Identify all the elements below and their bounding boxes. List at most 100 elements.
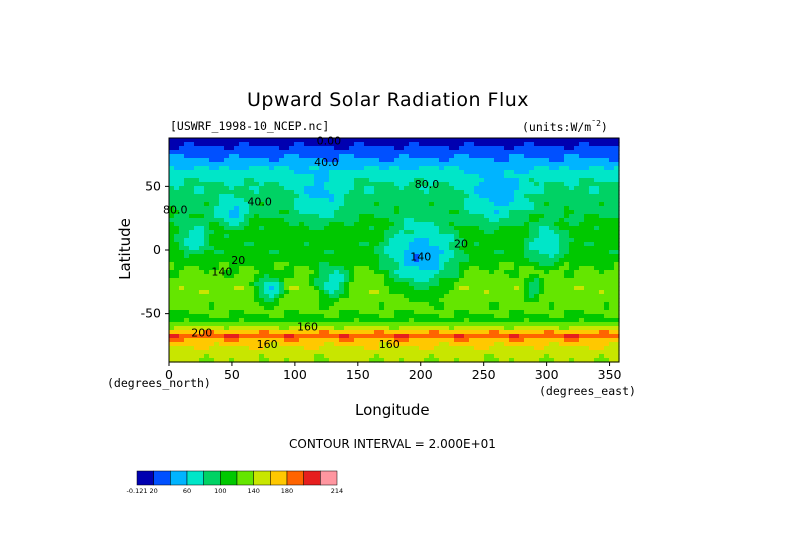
field-cell (459, 246, 465, 251)
field-cell (599, 314, 605, 319)
field-cell (519, 262, 525, 267)
field-cell (484, 290, 490, 295)
field-cell (474, 318, 480, 323)
field-cell (334, 150, 340, 155)
field-cell (549, 162, 555, 167)
field-cell (549, 182, 555, 187)
field-cell (404, 150, 410, 155)
field-cell (294, 226, 300, 231)
field-cell (449, 210, 455, 215)
field-cell (374, 262, 380, 267)
field-cell (419, 166, 425, 171)
field-cell (249, 198, 255, 203)
field-cell (264, 162, 270, 167)
field-cell (529, 234, 535, 239)
field-cell (349, 182, 355, 187)
field-cell (314, 258, 320, 263)
field-cell (554, 182, 560, 187)
field-cell (539, 286, 545, 291)
field-cell (454, 178, 460, 183)
field-cell (264, 210, 270, 215)
field-cell (389, 234, 395, 239)
field-cell (509, 270, 515, 275)
field-cell (529, 214, 535, 219)
field-cell (469, 278, 475, 283)
field-cell (549, 222, 555, 227)
field-cell (559, 190, 565, 195)
field-cell (439, 318, 445, 323)
field-cell (384, 158, 390, 163)
field-cell (334, 322, 340, 327)
field-cell (319, 210, 325, 215)
field-cell (379, 206, 385, 211)
field-cell (334, 250, 340, 255)
field-cell (279, 154, 285, 159)
field-cell (199, 186, 205, 191)
field-cell (344, 306, 350, 311)
field-cell (474, 218, 480, 223)
field-cell (284, 174, 290, 179)
field-cell (459, 262, 465, 267)
field-cell (219, 254, 225, 259)
field-cell (424, 314, 430, 319)
field-cell (609, 146, 615, 151)
field-cell (454, 162, 460, 167)
field-cell (614, 146, 620, 151)
field-cell (564, 326, 570, 331)
field-cell (344, 258, 350, 263)
field-cell (234, 254, 240, 259)
field-cell (454, 270, 460, 275)
field-cell (449, 322, 455, 327)
field-cell (604, 262, 610, 267)
field-cell (229, 218, 235, 223)
field-cell (474, 266, 480, 271)
field-cell (274, 250, 280, 255)
field-cell (479, 254, 485, 259)
field-cell (394, 210, 400, 215)
field-cell (389, 310, 395, 315)
field-cell (264, 310, 270, 315)
field-cell (269, 322, 275, 327)
field-cell (294, 330, 300, 335)
field-cell (479, 238, 485, 243)
field-cell (444, 310, 450, 315)
field-cell (264, 350, 270, 355)
field-cell (574, 258, 580, 263)
field-cell (359, 214, 365, 219)
field-cell (369, 290, 375, 295)
field-cell (354, 222, 360, 227)
field-cell (314, 246, 320, 251)
field-cell (249, 326, 255, 331)
field-cell (234, 198, 240, 203)
field-cell (454, 314, 460, 319)
field-cell (259, 326, 265, 331)
field-cell (569, 162, 575, 167)
field-cell (484, 186, 490, 191)
field-cell (344, 302, 350, 307)
field-cell (244, 298, 250, 303)
field-cell (299, 258, 305, 263)
field-cell (564, 182, 570, 187)
field-cell (209, 250, 215, 255)
field-cell (479, 174, 485, 179)
field-cell (484, 154, 490, 159)
field-cell (354, 246, 360, 251)
field-cell (234, 226, 240, 231)
field-cell (274, 286, 280, 291)
field-cell (559, 314, 565, 319)
field-cell (174, 338, 180, 343)
field-cell (474, 198, 480, 203)
field-cell (499, 254, 505, 259)
field-cell (484, 334, 490, 339)
field-cell (409, 186, 415, 191)
field-cell (514, 194, 520, 199)
field-cell (424, 138, 430, 143)
field-cell (599, 354, 605, 359)
field-cell (369, 258, 375, 263)
field-cell (394, 198, 400, 203)
field-cell (229, 330, 235, 335)
field-cell (584, 286, 590, 291)
field-cell (539, 330, 545, 335)
field-cell (304, 322, 310, 327)
field-cell (469, 190, 475, 195)
